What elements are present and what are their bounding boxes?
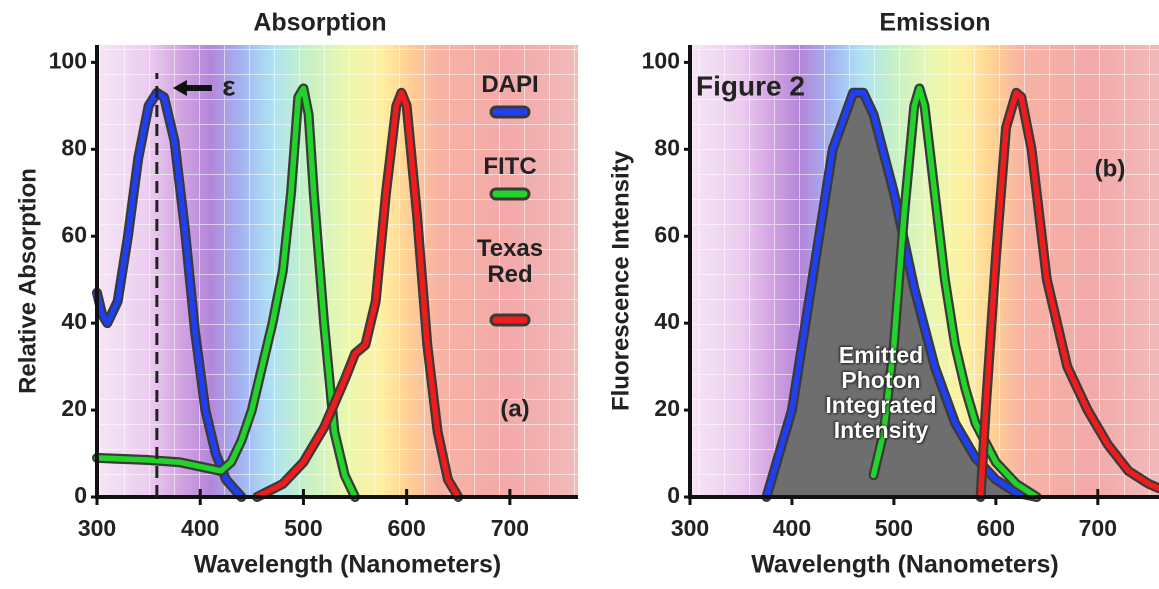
- figure-label: Figure 2: [696, 70, 805, 101]
- y-tick-label: 100: [49, 47, 87, 73]
- chart-title: Emission: [879, 9, 990, 37]
- line: [763, 90, 1040, 500]
- line: [254, 90, 462, 500]
- panel-label: (b): [1095, 155, 1126, 182]
- x-axis-label: Wavelength (Nanometers): [751, 551, 1058, 579]
- legend-label: Texas Red: [476, 235, 544, 288]
- y-tick-label: 80: [61, 134, 87, 160]
- line: [977, 90, 1159, 500]
- x-tick-label: 500: [284, 515, 322, 541]
- y-tick-label: 40: [654, 308, 680, 334]
- epsilon-arrow: [172, 80, 212, 96]
- legend-label: FITC: [483, 153, 537, 180]
- area-label: Emitted Photon Integrated Intensity: [825, 342, 937, 443]
- y-tick-label: 20: [61, 395, 87, 421]
- line: [94, 85, 358, 500]
- line: [870, 85, 1040, 500]
- y-tick-label: 60: [654, 221, 680, 247]
- panel-label: (a): [500, 395, 529, 422]
- y-tick-label: 0: [74, 482, 87, 508]
- y-tick-label: 100: [642, 47, 680, 73]
- x-tick-label: 700: [1079, 515, 1117, 541]
- epsilon-label: ε: [222, 70, 235, 101]
- y-tick-label: 20: [654, 395, 680, 421]
- x-tick-label: 700: [491, 515, 529, 541]
- y-axis-label: Fluorescence Intensity: [607, 150, 634, 411]
- x-tick-label: 400: [181, 515, 219, 541]
- chart-title: Absorption: [253, 9, 386, 37]
- legend-label: DAPI: [481, 71, 539, 98]
- x-tick-label: 500: [875, 515, 913, 541]
- x-tick-label: 600: [977, 515, 1015, 541]
- y-axis-label: Relative Absorption: [14, 168, 41, 394]
- line: [94, 90, 245, 500]
- y-tick-label: 60: [61, 221, 87, 247]
- x-tick-label: 300: [671, 515, 709, 541]
- x-tick-label: 600: [387, 515, 425, 541]
- y-tick-label: 0: [667, 482, 680, 508]
- x-tick-label: 400: [773, 515, 811, 541]
- y-tick-label: 40: [61, 308, 87, 334]
- x-tick-label: 300: [78, 515, 116, 541]
- y-tick-label: 80: [654, 134, 680, 160]
- x-axis-label: Wavelength (Nanometers): [194, 551, 501, 579]
